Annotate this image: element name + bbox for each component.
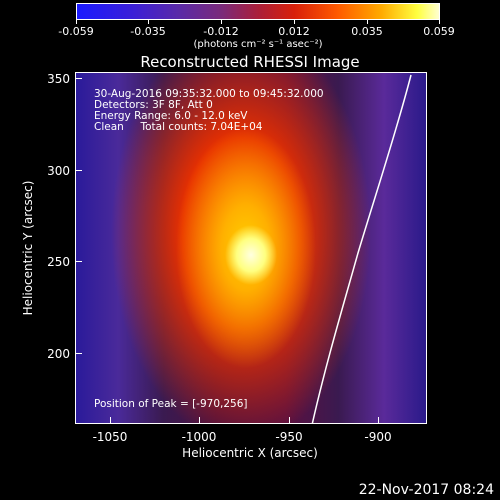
colorbar-tick-label: 0.035 bbox=[351, 25, 383, 38]
x-tick-label: -1050 bbox=[92, 430, 128, 444]
info-detectors: Detectors: 3F 8F, Att 0 bbox=[94, 99, 213, 111]
colorbar-tick-label: -0.059 bbox=[58, 25, 94, 38]
colorbar-units: (photons cm⁻² s⁻¹ asec⁻²) bbox=[193, 39, 323, 50]
y-tick-label: 250 bbox=[47, 255, 70, 269]
solar-image-plot: 30-Aug-2016 09:35:32.000 to 09:45:32.000… bbox=[75, 72, 427, 424]
y-tick-label: 200 bbox=[47, 347, 70, 361]
colorbar-tick-label: 0.059 bbox=[423, 25, 455, 38]
colorbar-tick-label: 0.012 bbox=[278, 25, 310, 38]
info-energy-range: Energy Range: 6.0 - 12.0 keV bbox=[94, 110, 248, 122]
image-title: Reconstructed RHESSI Image bbox=[140, 53, 360, 71]
y-tick-label: 300 bbox=[47, 164, 70, 178]
x-tick-label: -900 bbox=[364, 430, 392, 444]
x-tick-label: -950 bbox=[275, 430, 303, 444]
info-clean-counts: Clean Total counts: 7.04E+04 bbox=[94, 121, 263, 133]
peak-position: Position of Peak = [-970,256] bbox=[94, 398, 248, 410]
info-time-range: 30-Aug-2016 09:35:32.000 to 09:45:32.000 bbox=[94, 88, 324, 100]
y-axis-title: Heliocentric Y (arcsec) bbox=[21, 180, 35, 316]
colorbar-tick-label: -0.035 bbox=[130, 25, 166, 38]
footer-date: 22-Nov-2017 08:24 bbox=[358, 482, 494, 498]
x-tick-label: -1000 bbox=[181, 430, 217, 444]
colorbar bbox=[76, 3, 440, 20]
x-axis-title: Heliocentric X (arcsec) bbox=[182, 446, 318, 460]
y-tick-label: 350 bbox=[47, 72, 70, 86]
colorbar-tick-label: -0.012 bbox=[203, 25, 239, 38]
solar-limb-curve bbox=[311, 74, 412, 423]
